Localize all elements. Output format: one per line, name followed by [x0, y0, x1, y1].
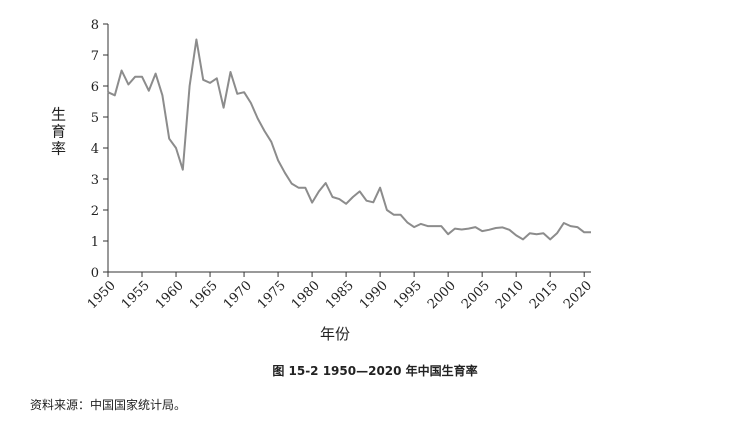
x-tick-label: 1985	[323, 278, 357, 312]
x-axis-title: 年份	[320, 325, 350, 343]
y-tick-label: 0	[91, 266, 99, 281]
x-tick-label: 1970	[221, 278, 255, 312]
x-tick-label: 1995	[391, 278, 425, 312]
x-tick-label: 2015	[527, 278, 561, 312]
x-tick-label: 2010	[493, 278, 527, 312]
x-tick-label: 2000	[425, 278, 459, 312]
line-chart: 0 1 2 3 4 5 6 7 8 1950 1955 1960 1965 1970 1975 1980 198…	[49, 18, 595, 343]
y-tick-label: 4	[91, 142, 99, 157]
figure-caption: 图 15-2 1950—2020 年中国生育率	[272, 364, 478, 378]
series-line	[107, 38, 591, 241]
y-tick-label: 5	[91, 111, 99, 126]
chart-ticks: 0 1 2 3 4 5 6 7 8 1950 1955 1960 1965 1970 1975 1980 198…	[85, 18, 595, 312]
x-tick-label: 1955	[119, 278, 153, 312]
y-tick-label: 1	[91, 235, 99, 250]
x-tick-label: 1990	[357, 278, 391, 312]
y-tick-label: 8	[91, 18, 99, 33]
x-tick-label: 1975	[255, 278, 289, 312]
x-tick-label: 1965	[187, 278, 221, 312]
x-tick-label: 1980	[289, 278, 323, 312]
x-tick-label: 2020	[561, 278, 595, 312]
y-tick-label: 7	[91, 49, 99, 64]
y-tick-label: 2	[91, 204, 99, 219]
y-tick-label: 3	[91, 173, 99, 188]
x-tick-label: 1950	[85, 278, 119, 312]
chart-axes	[107, 24, 591, 273]
x-tick-label: 2005	[459, 278, 493, 312]
chart-series	[107, 38, 591, 241]
y-tick-label: 6	[91, 80, 99, 95]
x-tick-label: 1960	[153, 278, 187, 312]
y-axis-title: 生育率	[49, 107, 67, 158]
source-note: 资料来源：中国国家统计局。	[30, 398, 187, 412]
